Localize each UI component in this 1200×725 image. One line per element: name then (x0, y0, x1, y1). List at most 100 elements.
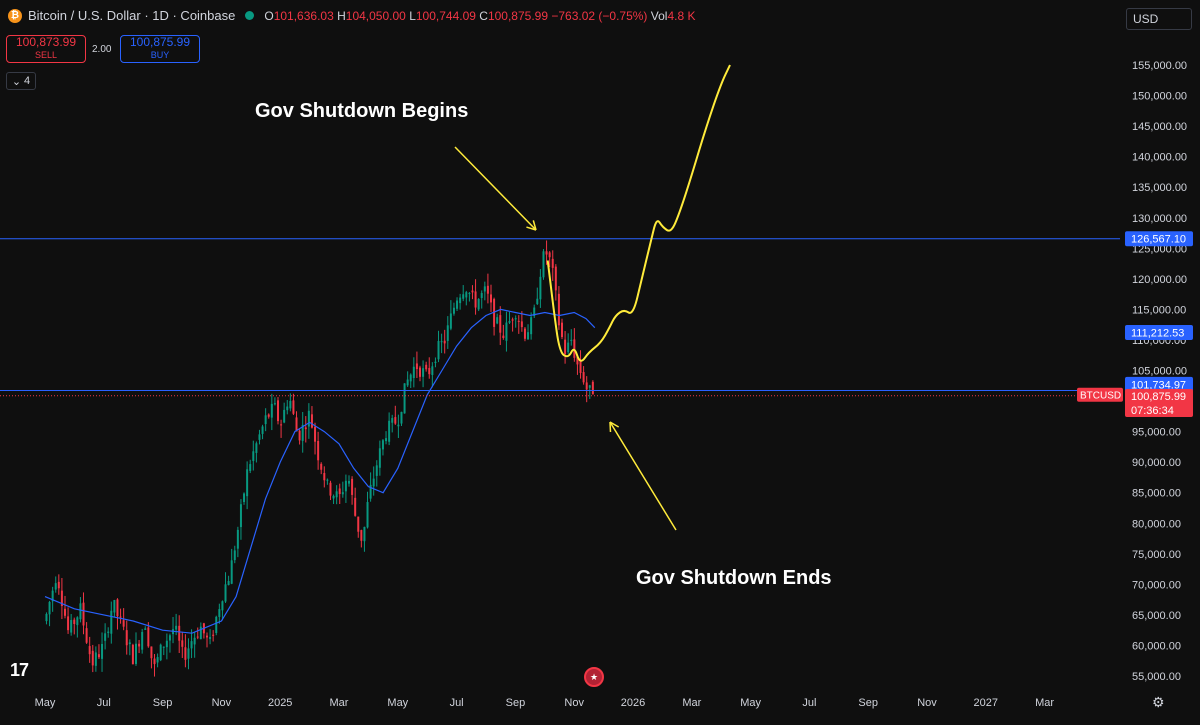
candle-body (295, 417, 298, 432)
buy-label: BUY (150, 50, 170, 60)
price-tick-label: 135,000.00 (1132, 182, 1187, 194)
annotation-arrows-layer: Gov Shutdown Begins Gov Shutdown Ends (255, 100, 832, 589)
candle-body (187, 648, 190, 659)
price-tick-label: 90,000.00 (1132, 457, 1181, 469)
candle-body (286, 406, 289, 411)
time-tick-label: 2025 (268, 697, 292, 709)
candle-body (502, 335, 505, 339)
time-axis: May Jul Sep Nov 2025 Mar May Jul Sep Nov 2026 Mar Ma… (0, 690, 1120, 725)
candle-body (406, 379, 409, 386)
candle-body (394, 417, 397, 424)
spread-value: 2.00 (92, 44, 112, 55)
price-tick-label: 120,000.00 (1132, 274, 1187, 286)
projection-line (546, 64, 731, 362)
candle-body (409, 374, 412, 382)
candle-body (391, 418, 394, 423)
candle-body (310, 414, 313, 428)
candle-body (582, 372, 585, 383)
price-tick-label: 80,000.00 (1132, 518, 1181, 530)
price-tag (1125, 231, 1193, 247)
candle-body (369, 484, 372, 499)
candle-body (252, 451, 255, 462)
candle-body (545, 251, 548, 255)
time-tick-label: May (35, 697, 56, 709)
time-tick-label: Jul (802, 697, 816, 709)
candle-body (523, 328, 526, 339)
price-tick-label: 85,000.00 (1132, 488, 1181, 500)
indicators-toggle-button[interactable]: ⌄ 4 (6, 72, 36, 90)
price-tag (1125, 389, 1193, 418)
candle-body (326, 479, 329, 481)
candle-body (218, 609, 221, 617)
buy-button[interactable]: 100,875.99 BUY (120, 35, 200, 63)
candle-body (215, 616, 218, 634)
candle-body (412, 366, 415, 379)
candle-body (539, 276, 542, 300)
candle-body (551, 258, 554, 268)
candle-body (499, 315, 502, 333)
candle-body (94, 652, 97, 666)
candle-body (88, 646, 91, 655)
time-tick-label: Mar (330, 697, 349, 709)
candle-body (104, 633, 107, 641)
candle-body (314, 426, 317, 442)
candle-body (128, 642, 131, 645)
candle-body (440, 341, 443, 343)
us-economic-event-icon[interactable]: ★ (584, 667, 604, 687)
candle-body (344, 480, 347, 492)
candle-body (138, 643, 141, 647)
candle-body (255, 443, 258, 453)
candle-body (153, 658, 156, 665)
candle-body (125, 630, 128, 646)
candle-body (131, 644, 134, 665)
candle-body (520, 321, 523, 328)
time-axis-bg (0, 690, 1120, 725)
buy-price: 100,875.99 (129, 35, 191, 49)
indicators-count: 4 (24, 75, 31, 87)
gear-icon[interactable]: ⚙ (1152, 694, 1165, 710)
countdown-label: 07:36:34 (1131, 405, 1174, 417)
candle-body (51, 590, 54, 602)
candle-body (60, 590, 63, 607)
sell-button[interactable]: 100,873.99 SELL (6, 35, 86, 63)
annotation-arrowhead (532, 220, 537, 231)
candle-body (168, 635, 171, 641)
candle-body (107, 631, 110, 633)
symbol-title[interactable]: Bitcoin / U.S. Dollar · 1D · Coinbase (28, 8, 236, 23)
candle-body (360, 530, 363, 541)
horizontal-lines-layer (0, 238, 1120, 397)
candle-body (249, 464, 252, 471)
candle-body (119, 616, 122, 618)
candle-body (165, 640, 168, 648)
candle-body (258, 434, 261, 440)
candle-body (243, 493, 246, 503)
price-tag (1125, 325, 1193, 341)
price-tick-label: 130,000.00 (1132, 213, 1187, 225)
currency-select[interactable]: USD (1126, 8, 1192, 30)
candle-body (573, 339, 576, 358)
candle-body (276, 400, 279, 422)
candle-body (483, 286, 486, 292)
price-tick-label: 115,000.00 (1132, 304, 1186, 316)
price-tag-label: 100,875.99 (1131, 391, 1186, 403)
candle-body (82, 602, 85, 626)
candle-body (70, 620, 73, 633)
tradingview-logo-icon: 17 (10, 660, 29, 680)
candle-body (489, 294, 492, 303)
annotation-arrow (454, 146, 537, 231)
price-tick-label: 150,000.00 (1132, 91, 1187, 103)
candle-body (403, 383, 406, 414)
candle-body (366, 502, 369, 528)
candles-layer (45, 240, 594, 677)
moving-average-line (44, 308, 596, 634)
time-tick-label: Sep (153, 697, 173, 709)
candle-body (73, 619, 76, 625)
candle-body (54, 583, 57, 590)
market-status-icon (245, 11, 255, 20)
time-tick-label: Mar (1035, 697, 1054, 709)
candle-body (554, 266, 557, 291)
candle-body (449, 313, 452, 329)
candle-body (474, 291, 477, 308)
bitcoin-logo-icon: ₿ (8, 8, 22, 23)
